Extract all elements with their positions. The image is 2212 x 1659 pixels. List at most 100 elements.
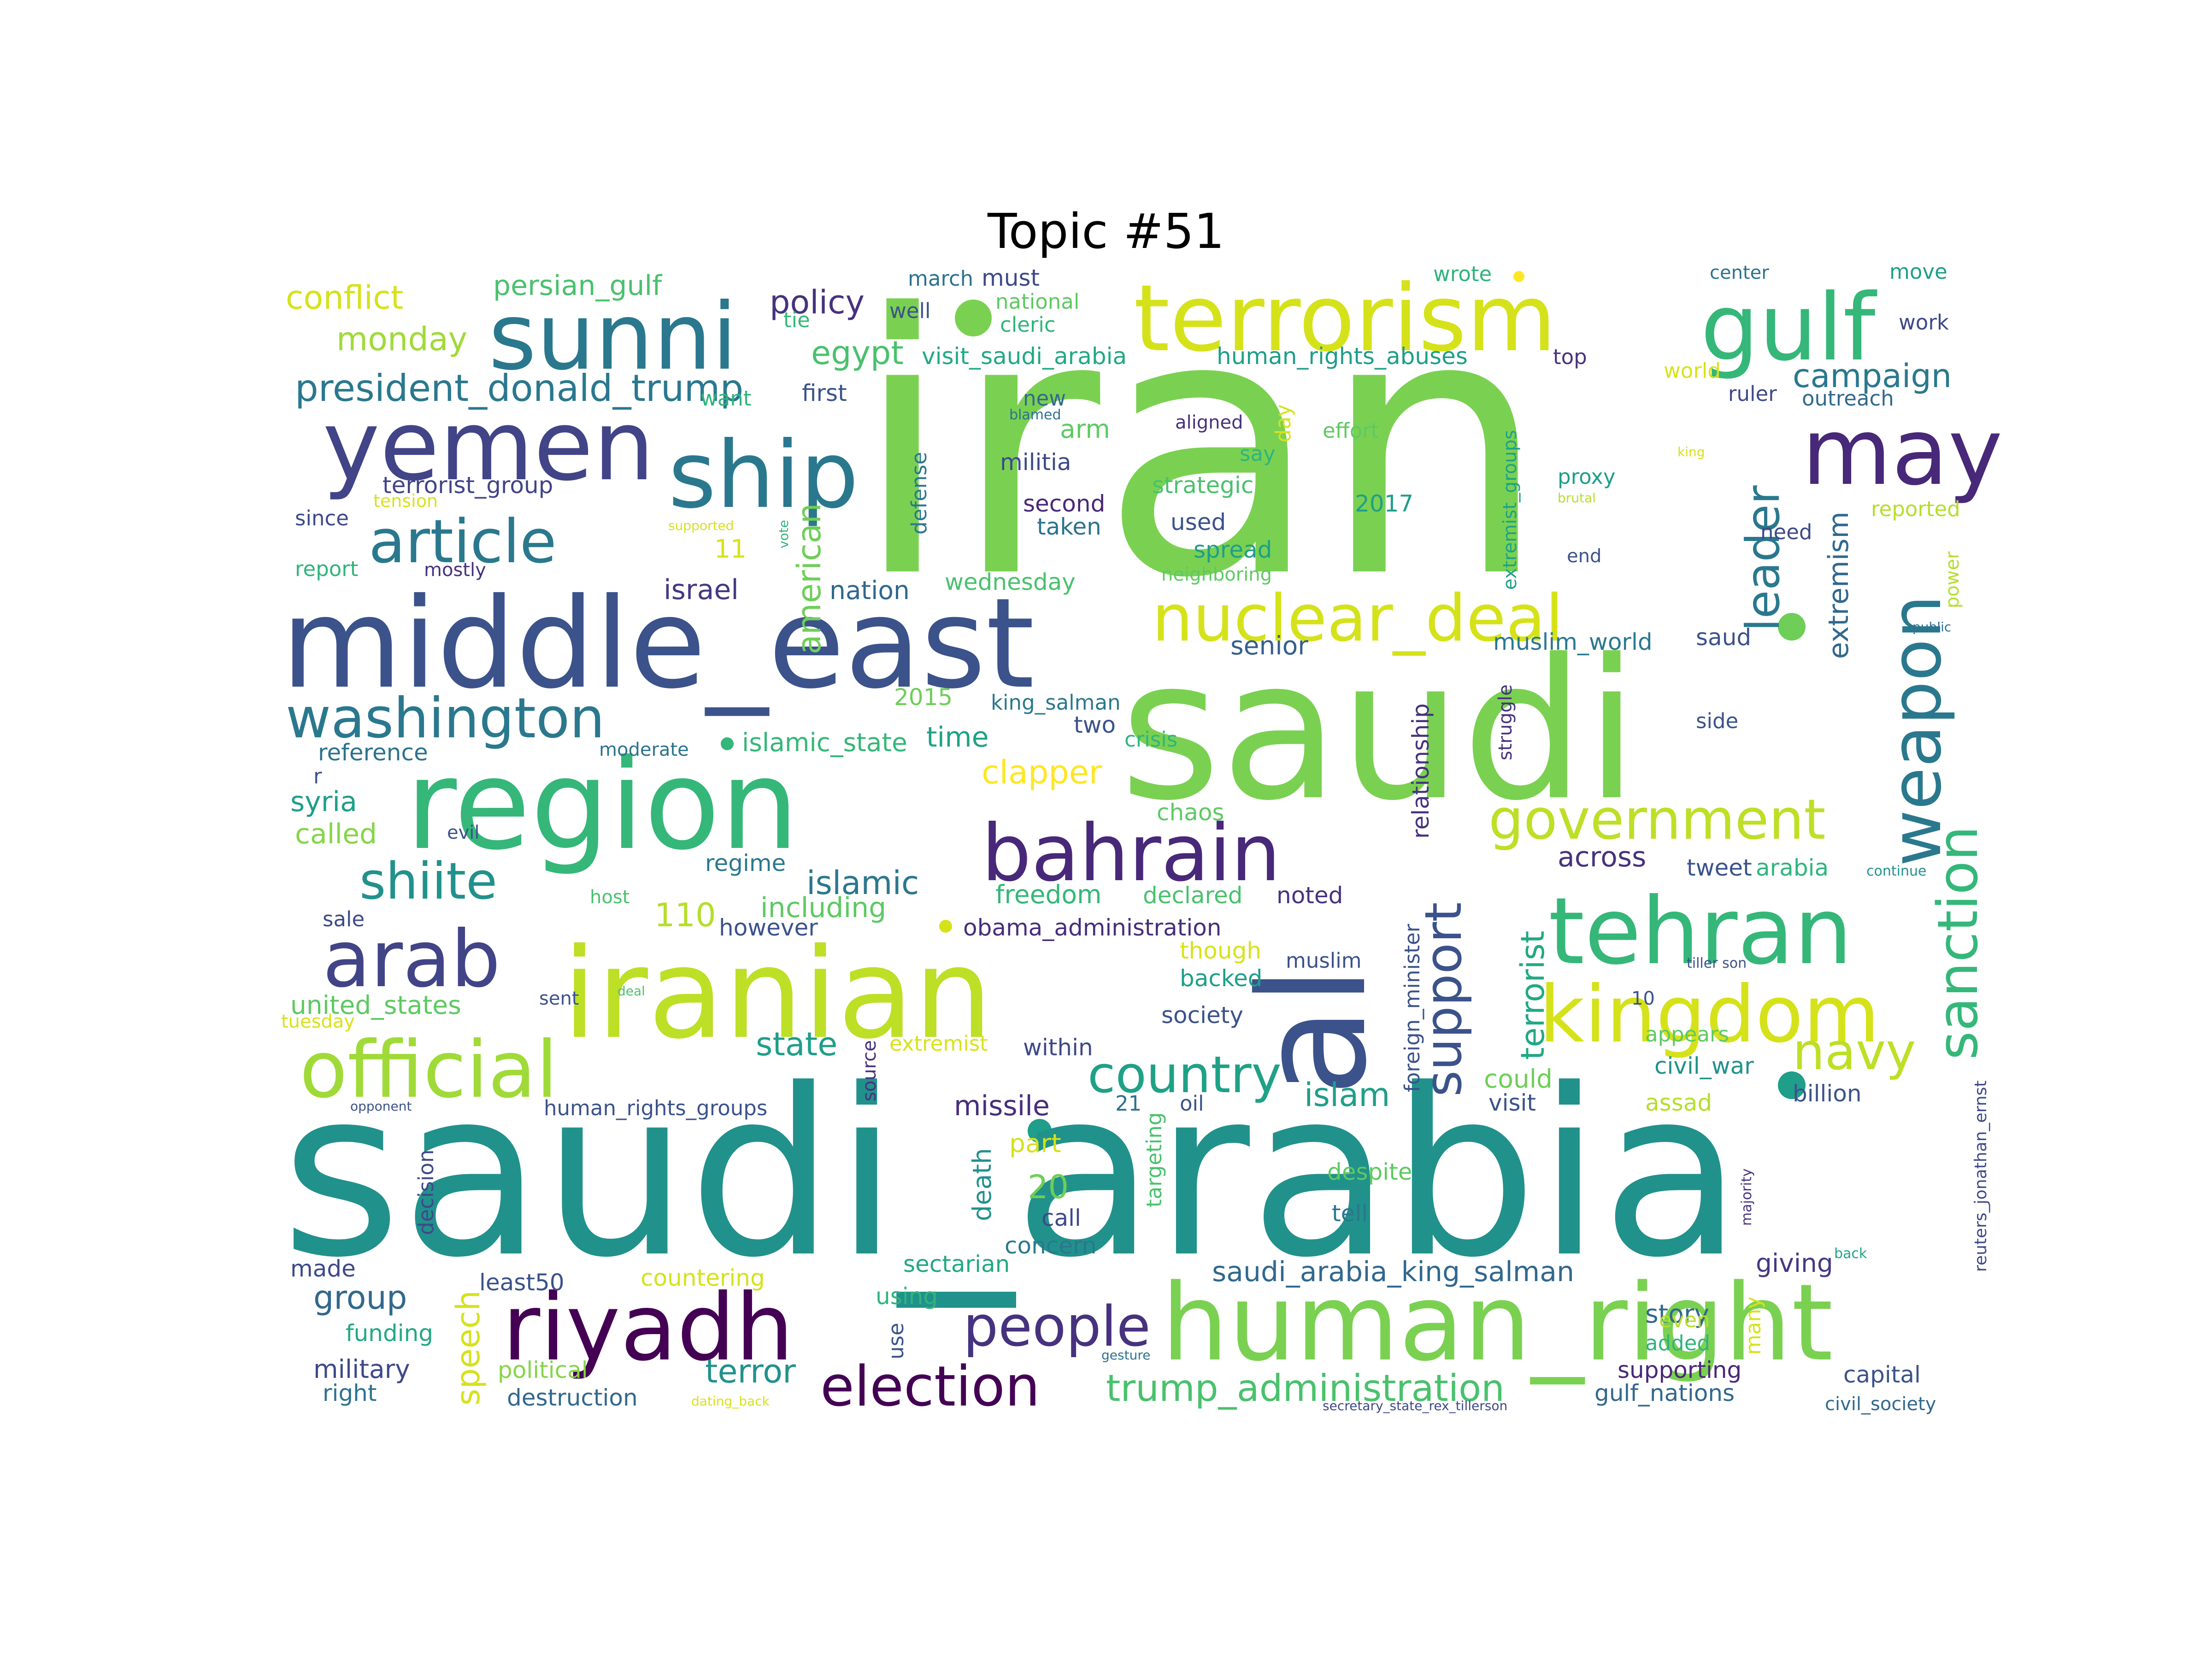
word-persian-gulf: persian_gulf [493,270,663,302]
word-struggle: struggle [1495,684,1516,760]
word-shiite: shiite [359,852,497,911]
word-however: however [719,914,818,941]
word-since: since [295,506,349,530]
word-effort: effort [1323,418,1379,443]
word-missile: missile [954,1090,1050,1122]
word-tie: tie [783,308,810,332]
word-march: march [908,266,973,291]
word-tuesday: tuesday [281,1011,355,1032]
word-yemen: yemen [323,389,654,502]
word-say: say [1240,441,1276,466]
word-terror: terror [705,1353,796,1390]
word-iran: iran [853,238,1548,656]
word-monday: monday [336,320,467,358]
word-society: society [1161,1002,1243,1029]
word-need: need [1760,520,1812,544]
word-military: military [313,1354,410,1384]
word-tension: tension [373,491,438,511]
word-majority: majority [1739,1169,1755,1226]
word-vote: vote [776,520,791,548]
chart-title: Topic #51 [987,203,1225,259]
word-strategic: strategic [1152,472,1253,499]
word-riyadh: riyadh [502,1274,794,1382]
word-death: death [967,1148,997,1221]
word-used: used [1171,509,1226,535]
word-declared: declared [1143,882,1242,909]
word-arabia: arabia [1756,854,1829,881]
word-aligned: aligned [1175,412,1243,433]
word-world: world [1664,359,1721,383]
word-though: though [1180,937,1261,964]
word-sanction: sanction [1926,826,1990,1060]
word-extremism: extremism [1823,512,1855,659]
word-10: 10 [1631,988,1655,1009]
word-article: article [369,506,557,577]
word-within: within [1023,1034,1093,1061]
word-reference: reference [318,739,428,766]
word-crisis: crisis [1124,727,1177,752]
dot-4 [1778,613,1806,641]
word-supporting: supporting [1618,1357,1741,1383]
word-added: added [1645,1331,1710,1355]
dot-5 [939,920,952,933]
word-tell: tell [1332,1200,1368,1227]
word-dating-back: dating_back [691,1394,770,1409]
word-saudi: saudi [1120,618,1639,843]
word-group: group [313,1279,407,1317]
word-ship: ship [668,422,859,529]
word-reuters-jonathan-ernst: reuters_jonathan_ernst [1971,1080,1990,1272]
word-ruler: ruler [1728,382,1777,406]
word-civil-war: civil_war [1654,1053,1754,1079]
word-secretary-state-rex-tillerson: secretary_state_rex_tillerson [1323,1398,1507,1413]
word-political: political [498,1357,588,1383]
word-11: 11 [714,534,747,564]
word-islamic: islamic [806,864,919,902]
word-power: power [1942,551,1963,608]
word-side: side [1696,709,1738,733]
word-leader: leader [1736,485,1790,631]
word-outreach: outreach [1802,386,1894,411]
word-gulf: gulf [1700,274,1877,382]
word-king-salman: king_salman [991,690,1121,715]
word-tiller-son: tiller son [1687,955,1747,971]
dot-1 [955,300,992,336]
word-navy: navy [1793,1022,1916,1081]
word-iranian: iranian [562,921,993,1066]
word-obama-administration: obama_administration [963,914,1222,941]
word-funding: funding [346,1320,433,1347]
word-speech: speech [449,1290,487,1406]
word-united-states: united_states [290,990,461,1020]
word-regime: regime [705,850,786,877]
word-noted: noted [1277,882,1343,909]
word-back: back [1834,1246,1867,1262]
word-deal: deal [618,983,645,999]
word-american: american [790,503,828,654]
word-evil: evil [447,822,480,843]
word-election: election [820,1355,1040,1419]
word-mostly: mostly [424,559,486,581]
dot-6 [721,737,734,750]
word-blamed: blamed [1009,407,1061,423]
word-made: made [290,1255,356,1282]
word-called: called [295,818,377,850]
word-top: top [1553,345,1587,369]
word-report: report [295,557,358,581]
word-kingdom: kingdom [1539,969,1880,1060]
word-support: support [1414,902,1473,1097]
word-president-donald-trump: president_donald_trump [295,367,743,410]
word-including: including [760,892,886,924]
word-neighboring: neighboring [1161,564,1272,585]
word-saudi-arabia: saudi_arabia [281,1040,1742,1311]
word-giving: giving [1756,1248,1833,1278]
word-terrorism: terrorism [1134,265,1556,372]
word-weapon: weapon [1877,595,1957,866]
word-terrorist-group: terrorist_group [382,472,553,499]
word-extremist-groups: extremist_groups [1500,430,1521,590]
word-second: second [1023,490,1105,517]
word-islam: islam [1304,1076,1390,1114]
word-clapper: clapper [982,753,1102,791]
word-middle-east: middle_east [281,571,1035,718]
word-call: call [1041,1205,1081,1231]
word-concern: concern [1005,1232,1096,1259]
word-nuclear-deal: nuclear_deal [1152,581,1564,656]
